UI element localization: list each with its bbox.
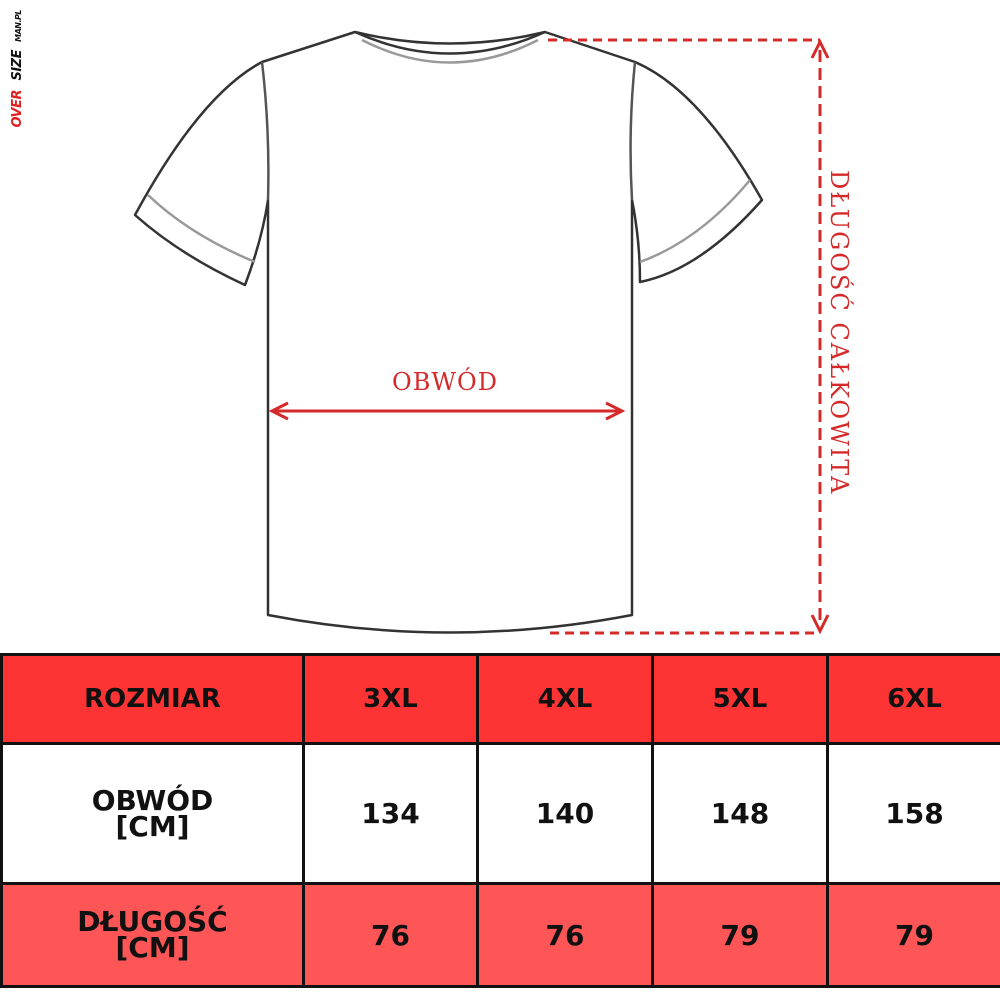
table-header-row: ROZMIAR 3XL 4XL 5XL 6XL [0,653,1000,745]
table-cell: 79 [651,882,829,988]
arrow-left-icon [268,401,289,421]
row-label-line1: OBWÓD [91,783,214,817]
header-label: ROZMIAR [0,653,305,745]
arrow-up-icon [810,38,830,59]
row-label-unit: [CM] [115,809,190,843]
length-label: DŁUGOŚĆ CAŁKOWITA [825,170,853,496]
tshirt-outline [133,30,764,634]
row-label-line1: DŁUGOŚĆ [77,905,228,938]
arrow-down-icon [810,614,830,635]
table-cell: 76 [476,882,654,988]
row-label: DŁUGOŚĆ [CM] [0,882,305,988]
width-label: OBWÓD [392,368,498,396]
header-size: 3XL [302,653,479,745]
table-row-length: DŁUGOŚĆ [CM] 76 76 79 79 [0,882,1000,988]
table-cell: 134 [302,742,479,885]
table-row-width: OBWÓD [CM] 134 140 148 158 [0,742,1000,885]
tshirt-diagram [133,30,830,635]
row-label-unit: [CM] [115,931,190,964]
size-table: ROZMIAR 3XL 4XL 5XL 6XL OBWÓD [CM] 134 14… [0,653,1000,988]
table-cell: 76 [302,882,479,988]
arrow-right-icon [605,401,626,421]
row-label: OBWÓD [CM] [0,742,305,885]
table-cell: 148 [651,742,829,885]
table-cell: 140 [476,742,654,885]
table-cell: 79 [826,882,1000,988]
header-size: 6XL [826,653,1000,745]
header-size: 4XL [476,653,654,745]
header-size: 5XL [651,653,829,745]
table-cell: 158 [826,742,1000,885]
measure-lines [268,38,830,635]
